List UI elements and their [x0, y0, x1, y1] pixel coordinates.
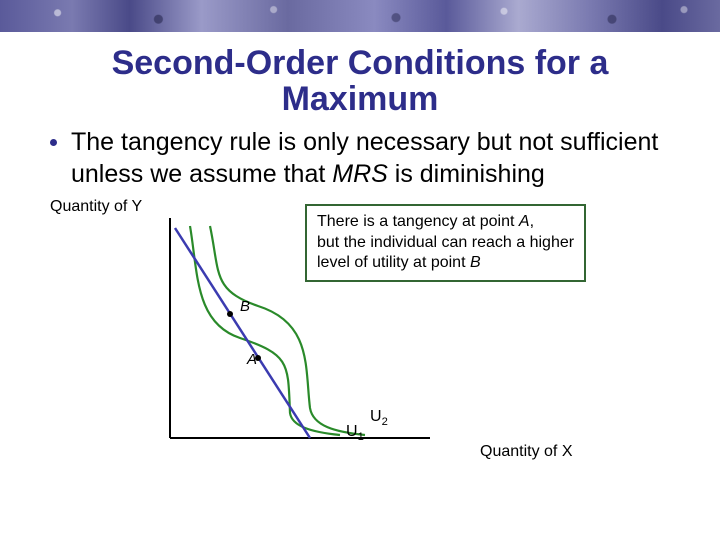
bullet-item: The tangency rule is only necessary but …: [50, 127, 680, 190]
decorative-banner: [0, 0, 720, 32]
u1-base: U: [346, 423, 358, 440]
slide-content: Second-Order Conditions for a Maximum Th…: [0, 32, 720, 478]
point-A-label: A: [247, 351, 257, 368]
figure-area: Quantity of Y There is a tangency at poi…: [50, 198, 690, 478]
point-B-label: B: [240, 298, 250, 315]
callout-l1-em: A: [519, 213, 530, 230]
bullet-em: MRS: [332, 160, 388, 188]
callout-box: There is a tangency at point A, but the …: [305, 204, 586, 282]
callout-l1-post: ,: [530, 213, 534, 230]
slide-title: Second-Order Conditions for a Maximum: [40, 46, 680, 117]
callout-l2: but the individual can reach a higher: [317, 234, 574, 251]
title-line-2: Maximum: [282, 80, 439, 118]
bullet-dot-icon: [50, 139, 57, 146]
curve-U2-label: U2: [370, 408, 388, 428]
u2-base: U: [370, 408, 382, 425]
y-axis-label: Quantity of Y: [50, 198, 142, 216]
x-axis-label: Quantity of X: [480, 443, 573, 461]
curve-U1-label: U1: [346, 423, 364, 443]
u2-sub: 2: [382, 416, 388, 428]
bullet-post: is diminishing: [388, 160, 545, 188]
title-line-1: Second-Order Conditions for a: [112, 44, 609, 82]
callout-l1-pre: There is a tangency at point: [317, 213, 519, 230]
callout-l3-em: B: [470, 254, 481, 271]
callout-l3-pre: level of utility at point: [317, 254, 470, 271]
u1-sub: 1: [358, 431, 364, 443]
bullet-text: The tangency rule is only necessary but …: [71, 127, 680, 190]
